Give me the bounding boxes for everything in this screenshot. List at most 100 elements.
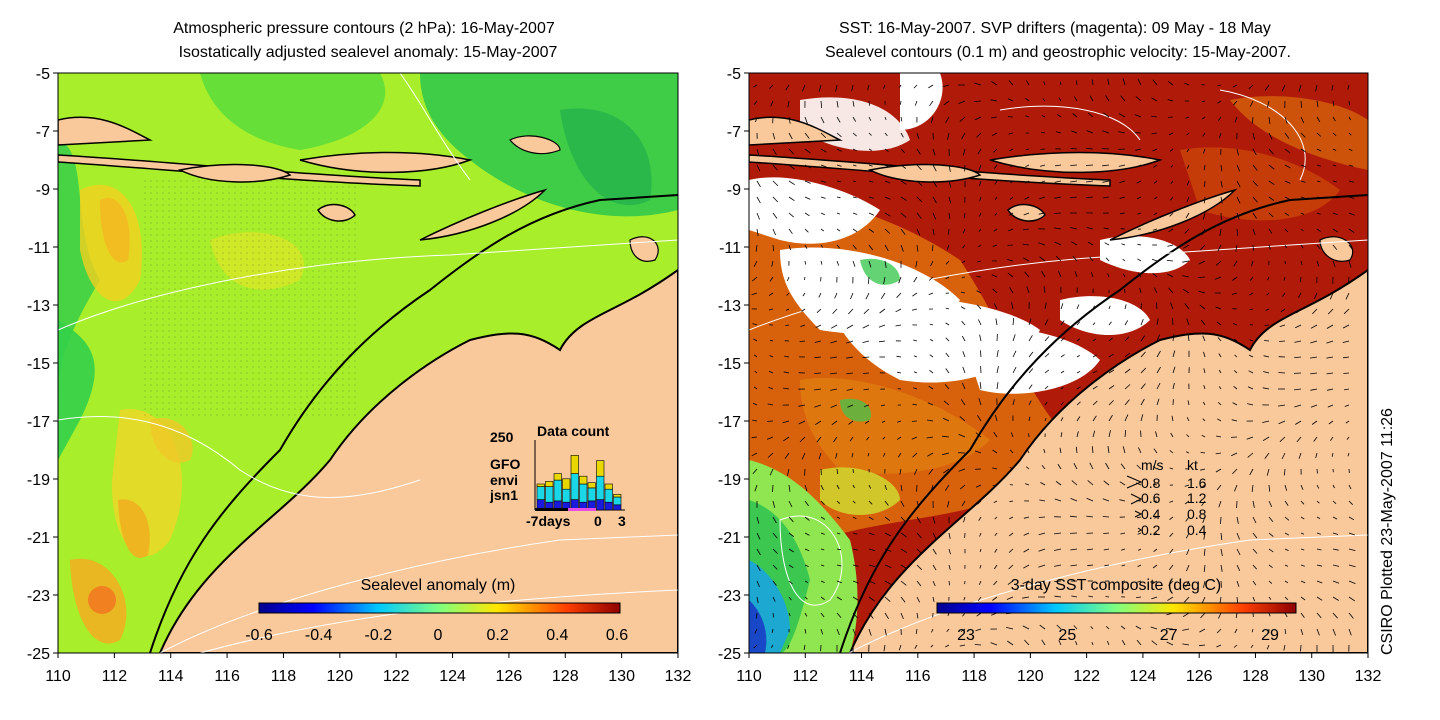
velocity-arrow <box>1252 148 1257 156</box>
velocity-arrow <box>898 644 902 651</box>
velocity-arrow <box>772 548 778 554</box>
velocity-arrow <box>1089 256 1094 262</box>
velocity-arrow <box>897 420 902 423</box>
velocity-arrow <box>1054 196 1062 199</box>
velocity-arrow <box>1075 80 1078 86</box>
velocity-arrow <box>1202 418 1206 422</box>
inset-bars <box>536 455 622 511</box>
velocity-arrow <box>1202 132 1206 137</box>
velocity-arrow <box>1348 196 1355 199</box>
right-panel: SST: 16-May-2007. SVP drifters (magenta)… <box>748 20 1369 654</box>
velocity-arrow <box>1220 564 1223 572</box>
velocity-arrow <box>820 516 826 520</box>
velocity-arrow <box>945 337 950 342</box>
velocity-arrow <box>1070 227 1078 230</box>
inset-bar-segment <box>613 496 622 506</box>
velocity-arrow <box>1198 260 1206 265</box>
velocity-arrow <box>1219 228 1222 236</box>
velocity-arrow <box>755 116 758 123</box>
velocity-arrow <box>1300 212 1305 215</box>
velocity-arrow <box>884 596 891 602</box>
velocity-arrow <box>852 244 857 250</box>
velocity-arrow <box>976 276 982 278</box>
velocity-arrow <box>820 132 826 138</box>
inset-bar-segment <box>613 494 622 498</box>
velocity-arrow <box>852 596 859 601</box>
velocity-arrow <box>1268 212 1274 218</box>
velocity-arrow <box>772 132 776 140</box>
velocity-arrow <box>1155 431 1158 438</box>
velocity-arrow <box>1041 270 1046 278</box>
velocity-arrow <box>1168 564 1174 570</box>
velocity-arrow <box>1022 228 1030 231</box>
velocity-arrow <box>868 612 874 619</box>
velocity-arrow <box>1332 244 1338 250</box>
velocity-arrow <box>1204 180 1206 187</box>
inset-bar-segment <box>596 460 605 477</box>
velocity-arrow <box>1168 287 1174 294</box>
velocity-arrow <box>1105 596 1110 598</box>
velocity-arrow <box>836 180 842 183</box>
velocity-arrow <box>1166 260 1174 262</box>
velocity-arrow <box>1216 321 1222 326</box>
velocity-arrow <box>1024 639 1030 646</box>
velocity-arrow <box>945 322 950 326</box>
velocity-arrow <box>932 228 935 236</box>
velocity-arrow <box>1252 164 1258 171</box>
velocity-arrow <box>1235 244 1238 252</box>
velocity-arrow <box>974 116 982 121</box>
velocity-arrow <box>944 384 950 390</box>
velocity-arrow <box>1138 447 1142 454</box>
velocity-arrow <box>1044 336 1050 342</box>
velocity-arrow <box>942 84 950 88</box>
colorbar-tick-label: 27 <box>1160 627 1178 644</box>
velocity-arrow <box>788 612 791 617</box>
velocity-arrow <box>1248 84 1254 90</box>
velocity-arrow <box>916 548 923 554</box>
velocity-arrow <box>1120 548 1126 551</box>
velocity-arrow <box>1044 417 1047 422</box>
velocity-arrow <box>992 467 998 470</box>
x-tick-label: 120 <box>1017 668 1044 685</box>
velocity-arrow <box>820 612 825 618</box>
velocity-arrow <box>1169 450 1174 454</box>
velocity-arrow <box>1326 340 1334 344</box>
velocity-arrow <box>1092 305 1095 310</box>
velocity-arrow <box>992 244 998 247</box>
velocity-arrow <box>768 308 774 311</box>
velocity-arrow <box>1136 180 1142 184</box>
velocity-arrow <box>772 148 777 156</box>
velocity-arrow <box>1022 625 1030 630</box>
velocity-arrow <box>1010 164 1014 168</box>
velocity-arrow <box>1268 116 1271 124</box>
velocity-arrow <box>1152 79 1158 86</box>
velocity-arrow <box>1295 324 1302 329</box>
velocity-arrow <box>978 398 982 406</box>
velocity-arrow <box>820 564 825 567</box>
velocity-arrow <box>1202 335 1206 342</box>
velocity-arrow <box>948 564 951 570</box>
velocity-arrow <box>772 596 776 602</box>
velocity-arrow <box>818 84 822 92</box>
x-tick-label: 122 <box>383 668 410 685</box>
velocity-arrow <box>959 116 966 122</box>
velocity-arrow <box>1060 370 1065 374</box>
y-tick-label: -11 <box>719 240 741 257</box>
velocity-arrow <box>1300 260 1303 266</box>
velocity-arrow <box>1167 244 1174 247</box>
velocity-arrows <box>751 78 1356 653</box>
velocity-arrow <box>1140 303 1142 310</box>
y-tick-label: -11 <box>28 240 50 257</box>
velocity-arrow <box>1041 465 1046 470</box>
colorbar-tick-label: 23 <box>957 627 975 644</box>
velocity-arrow <box>1023 516 1030 519</box>
velocity-arrow <box>1006 627 1014 630</box>
velocity-arrow <box>932 164 937 172</box>
y-tick-label: -21 <box>718 530 741 547</box>
velocity-arrow <box>786 292 790 296</box>
velocity-arrow <box>1315 84 1318 92</box>
velocity-arrow <box>1346 436 1350 440</box>
velocity-arrow <box>1316 116 1321 123</box>
velocity-arrow <box>1236 212 1240 220</box>
velocity-arrow <box>1124 384 1131 390</box>
